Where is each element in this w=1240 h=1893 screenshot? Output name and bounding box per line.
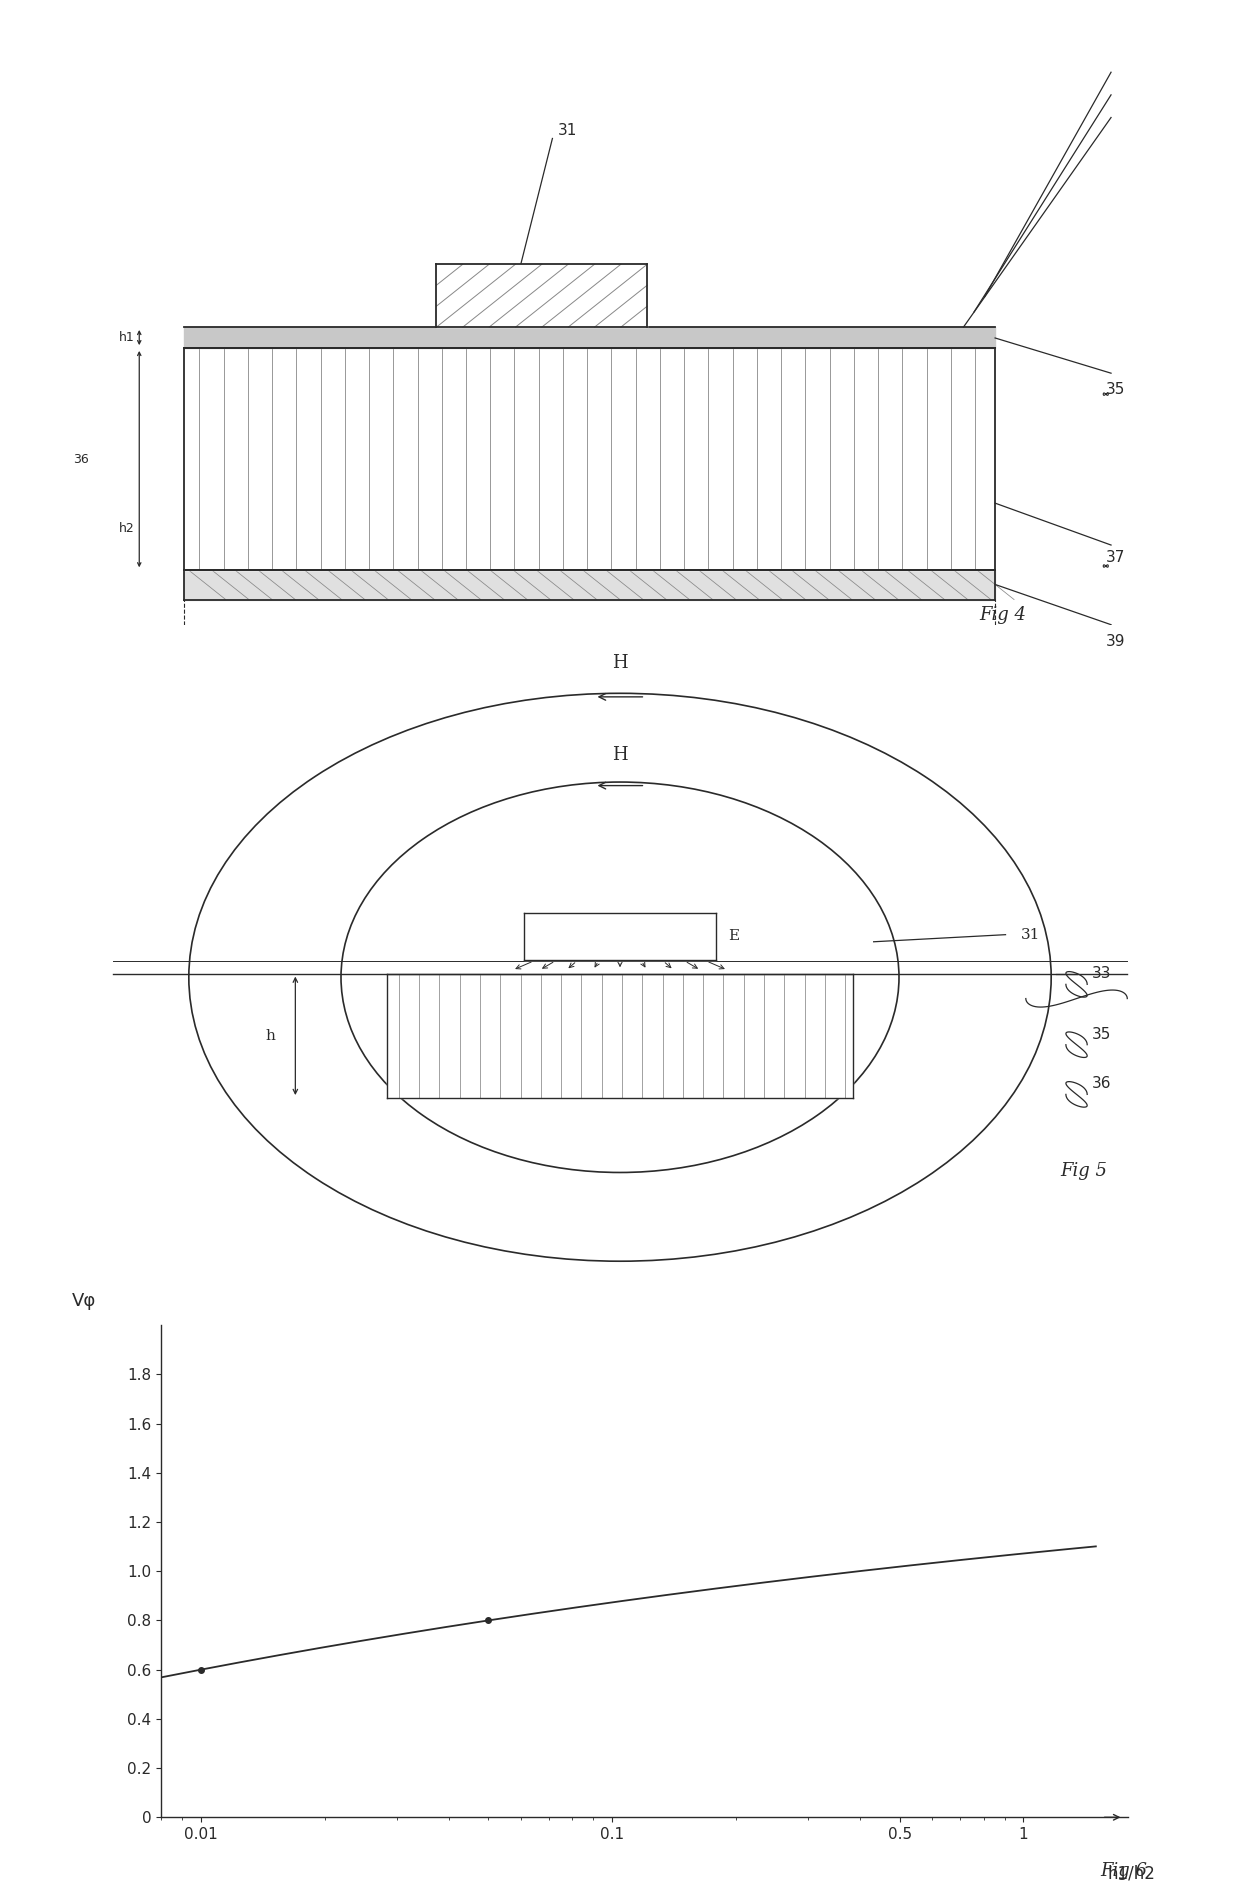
- Text: 35: 35: [1106, 382, 1125, 398]
- Text: h2: h2: [119, 522, 135, 536]
- Text: h1/h2: h1/h2: [1107, 1865, 1156, 1882]
- Text: Vφ: Vφ: [72, 1293, 95, 1310]
- Text: Fig 4: Fig 4: [980, 606, 1027, 625]
- Text: 35: 35: [1091, 1026, 1111, 1041]
- Text: 36: 36: [1091, 1077, 1111, 1090]
- Text: 33: 33: [1091, 965, 1111, 981]
- Text: E: E: [729, 929, 740, 943]
- Text: h1: h1: [119, 331, 135, 345]
- Text: 37: 37: [1106, 551, 1125, 566]
- Text: Fig 5: Fig 5: [1060, 1162, 1107, 1179]
- Text: H: H: [613, 746, 627, 765]
- Text: H: H: [613, 653, 627, 672]
- Text: 31: 31: [558, 123, 577, 138]
- Text: 36: 36: [73, 452, 89, 466]
- Text: h: h: [265, 1028, 275, 1043]
- Text: Fig 6: Fig 6: [1101, 1863, 1148, 1880]
- Text: 39: 39: [1106, 634, 1125, 649]
- Text: 31: 31: [1021, 928, 1040, 941]
